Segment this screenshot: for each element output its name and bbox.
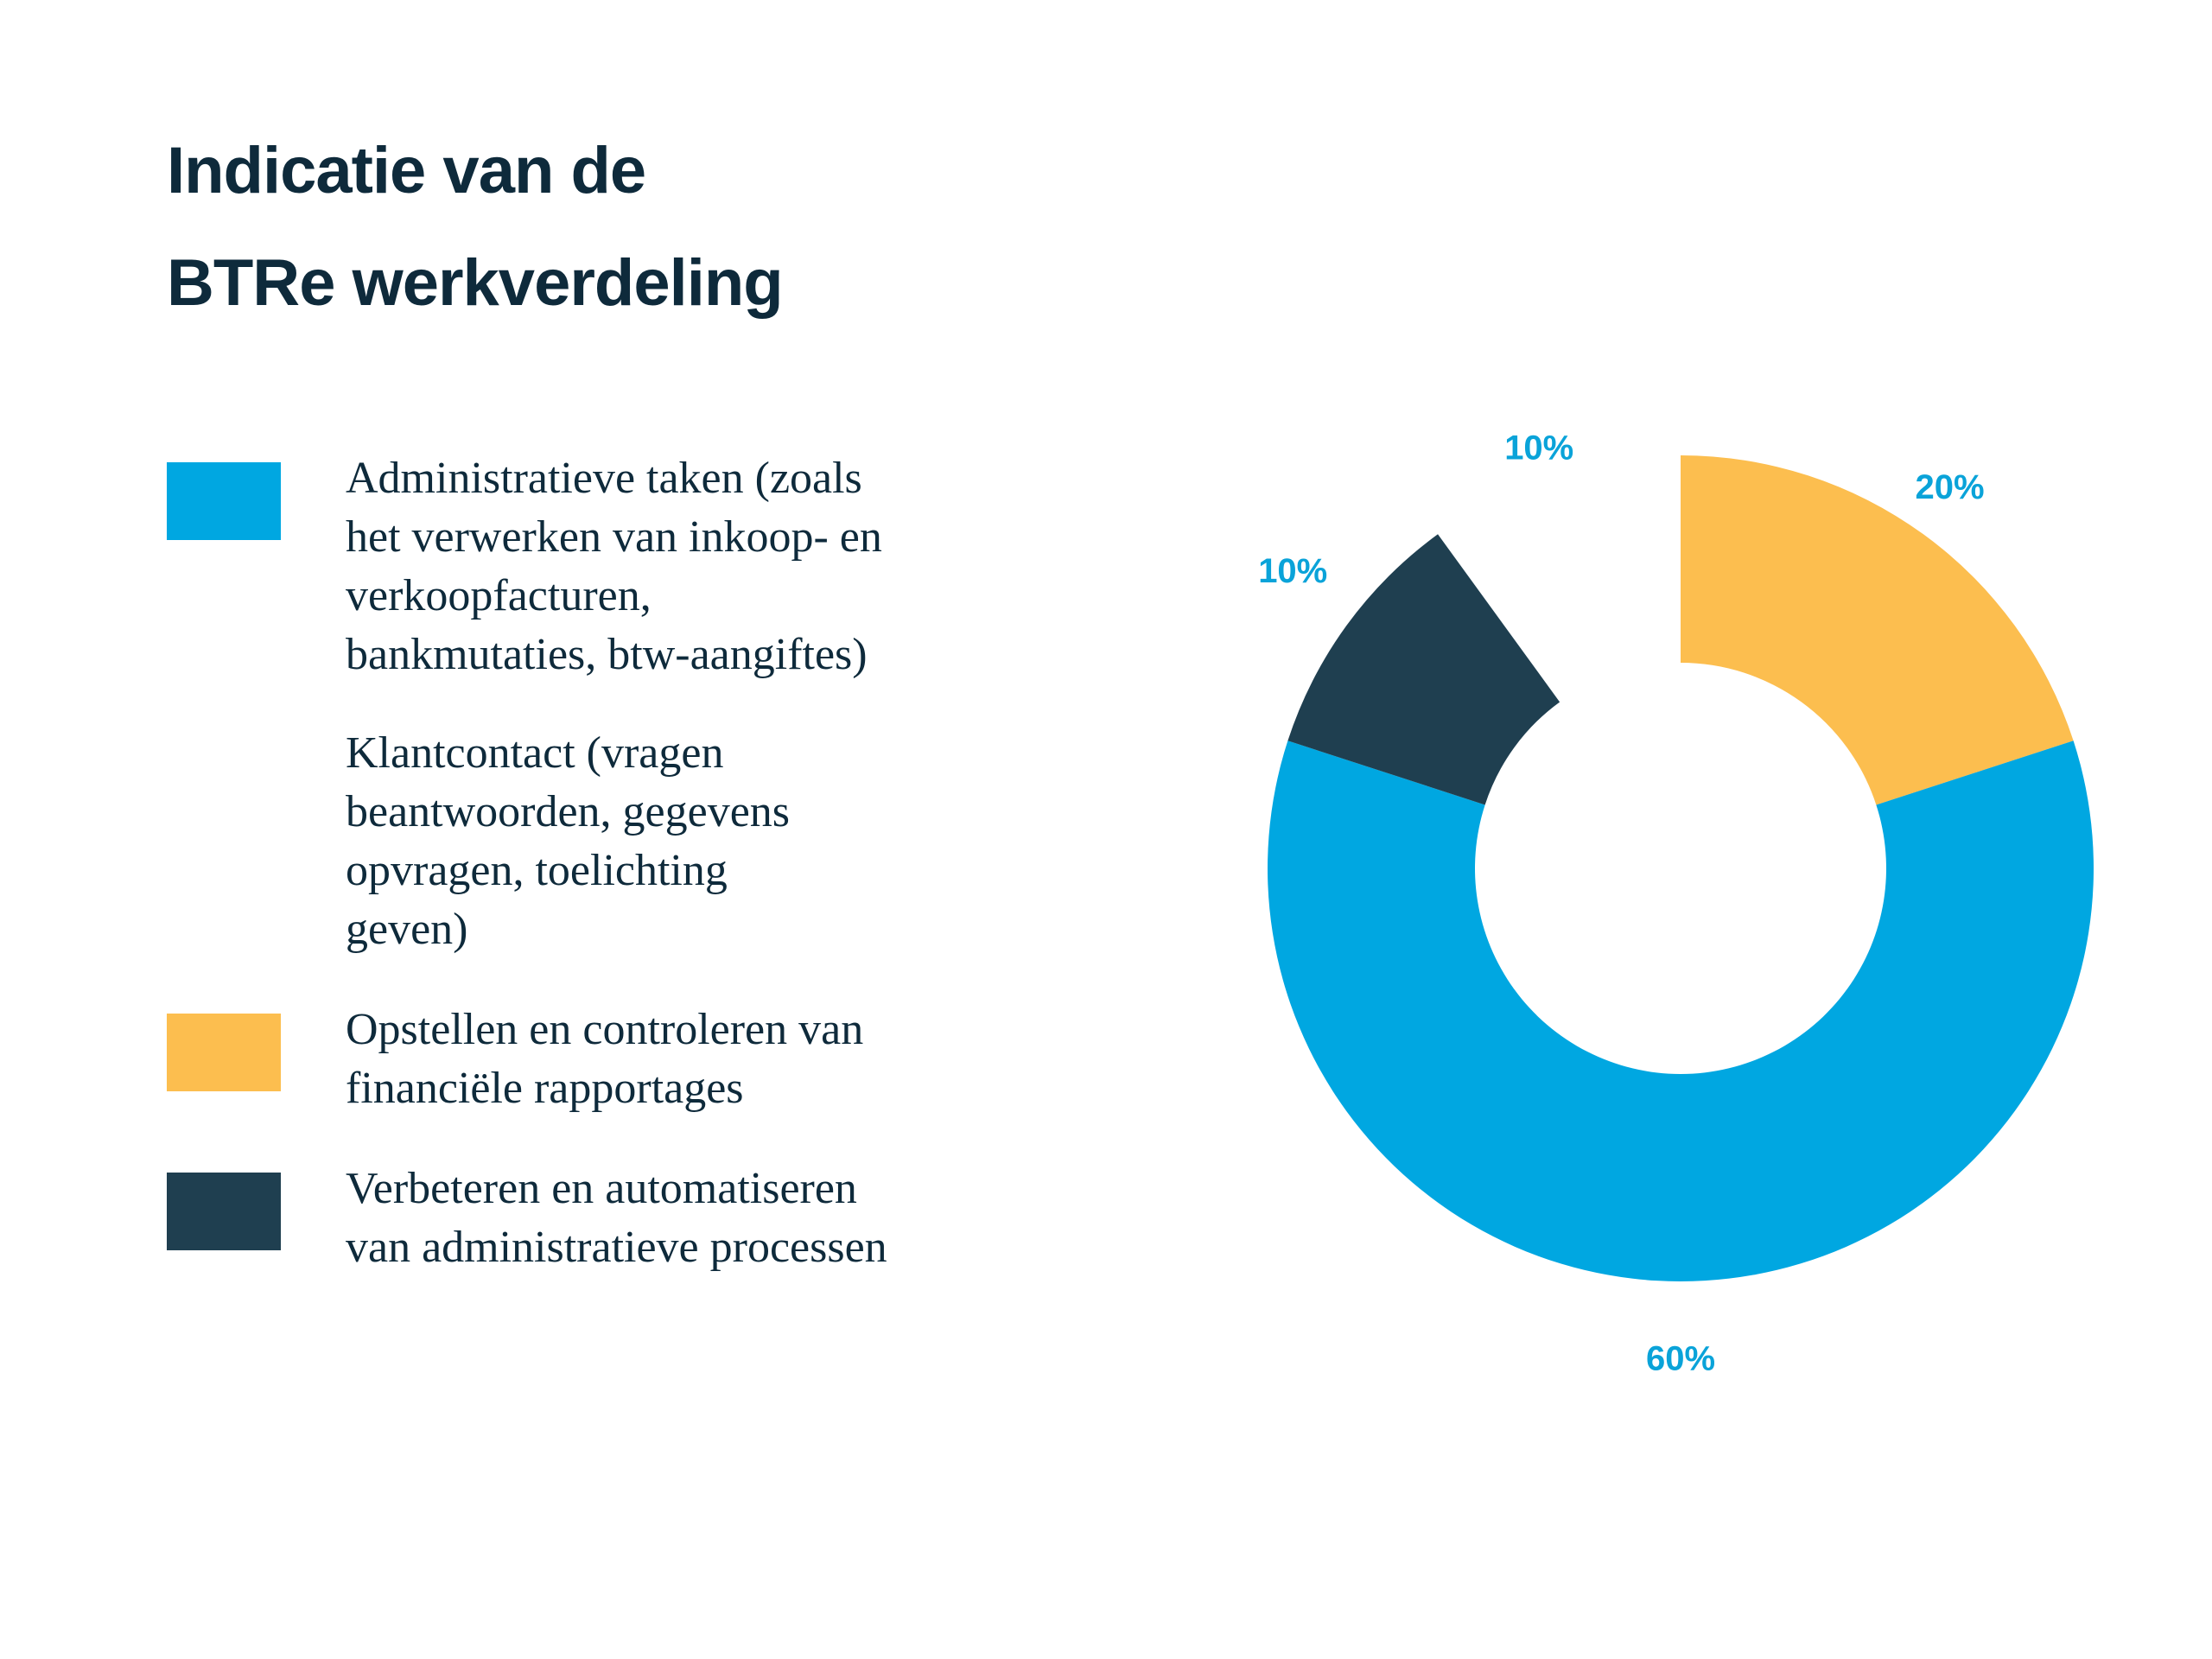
chart-title-line-2: BTRe werkverdeling — [167, 246, 784, 320]
legend-label: Opstellen en controleren van financiële … — [346, 1005, 864, 1113]
chart-title-line-1: Indicatie van de — [167, 134, 646, 207]
legend-swatch-yellow — [167, 1014, 281, 1091]
legend-label: Klantcontact (vragen beantwoorden, gegev… — [346, 728, 791, 954]
legend-label: Verbeteren en automatiseren van administ… — [346, 1164, 887, 1272]
donut-slice-0 — [1681, 455, 2074, 805]
legend-swatch-blue — [167, 462, 281, 540]
slice-value-label-2: 10% — [1258, 552, 1327, 590]
legend-label: Administratieve taken (zoals het verwerk… — [346, 454, 882, 679]
slice-value-label-3: 10% — [1504, 429, 1573, 467]
slice-value-label-0: 20% — [1915, 468, 1984, 506]
slice-value-label-1: 60% — [1646, 1340, 1715, 1378]
legend-swatch-dark — [167, 1173, 281, 1250]
donut-slice-1 — [1267, 741, 2094, 1282]
donut-slice-2 — [1287, 534, 1560, 805]
